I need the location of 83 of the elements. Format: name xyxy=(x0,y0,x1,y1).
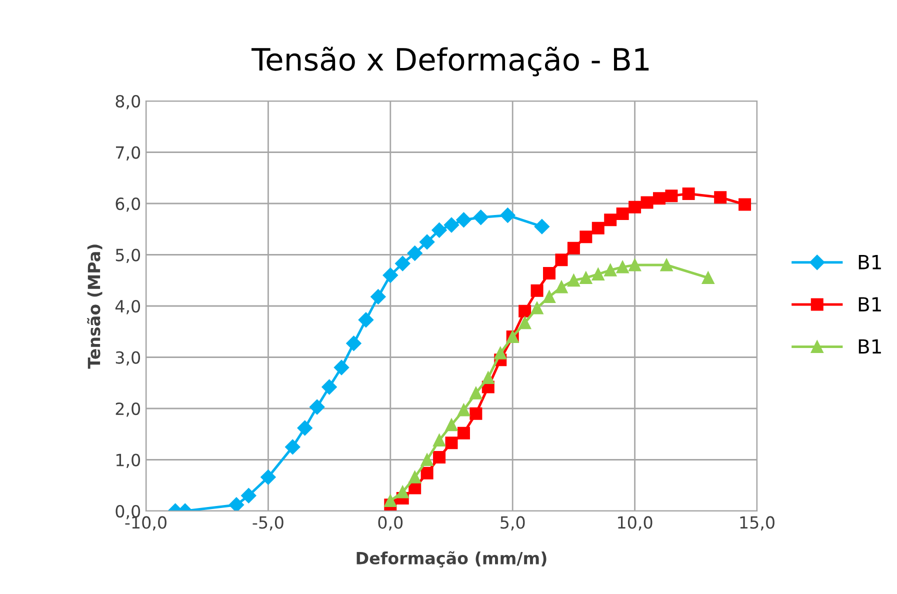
point xyxy=(432,222,447,238)
point xyxy=(543,290,556,304)
point xyxy=(445,418,458,432)
point xyxy=(738,198,752,211)
point xyxy=(580,230,592,244)
point xyxy=(322,379,337,395)
point xyxy=(420,466,434,480)
point xyxy=(482,372,494,384)
point xyxy=(370,289,386,304)
chart-title: Tensão x Deformação - B1 xyxy=(251,46,649,76)
y-tick-label: 5,0 xyxy=(116,248,140,264)
x-axis-title: Deformação (mm/m) xyxy=(356,551,546,568)
y-tick-label: 6,0 xyxy=(116,197,140,212)
point xyxy=(473,210,488,225)
point xyxy=(640,196,654,209)
point xyxy=(260,470,276,485)
point xyxy=(616,260,629,274)
y-tick-label: 8,0 xyxy=(116,94,140,110)
x-tick-label: 10,0 xyxy=(618,516,652,530)
point xyxy=(407,246,422,261)
point xyxy=(604,264,617,276)
point xyxy=(382,268,398,283)
x-tick-label: 15,0 xyxy=(740,516,774,530)
x-tick-label: 0,0 xyxy=(378,516,403,530)
point xyxy=(419,234,435,250)
point xyxy=(530,302,544,314)
y-axis-title: Tensão (MPa) xyxy=(87,244,102,369)
point xyxy=(395,256,410,272)
point xyxy=(543,266,556,280)
point xyxy=(628,258,642,272)
point xyxy=(384,494,397,507)
point xyxy=(530,284,544,297)
point xyxy=(285,439,300,455)
point xyxy=(592,268,604,280)
point xyxy=(241,488,256,504)
point xyxy=(444,217,460,233)
legend-label: B1 xyxy=(858,255,881,270)
point xyxy=(714,191,727,204)
point xyxy=(408,470,422,484)
x-tick-label: 5,0 xyxy=(500,516,525,530)
point xyxy=(297,420,312,436)
point xyxy=(652,192,666,205)
point xyxy=(457,404,470,416)
point xyxy=(628,200,642,214)
point xyxy=(420,454,434,466)
point xyxy=(358,312,374,328)
point xyxy=(682,188,695,200)
point xyxy=(580,272,592,284)
point xyxy=(346,336,362,351)
point xyxy=(604,214,617,226)
x-tick-label: -5,0 xyxy=(252,516,284,530)
point xyxy=(396,486,409,498)
legend-label: B1 xyxy=(858,297,881,312)
point xyxy=(433,434,446,447)
y-tick-label: 1,0 xyxy=(116,454,140,468)
point xyxy=(702,272,714,284)
point xyxy=(334,360,350,376)
point xyxy=(433,450,446,464)
point xyxy=(500,208,516,223)
point xyxy=(555,280,568,294)
point xyxy=(518,304,532,318)
point xyxy=(660,258,673,272)
point xyxy=(310,399,325,415)
point xyxy=(494,346,507,360)
y-tick-label: 4,0 xyxy=(115,300,140,314)
point xyxy=(457,426,470,440)
point xyxy=(534,218,550,234)
point xyxy=(567,274,580,287)
y-tick-label: 2,0 xyxy=(116,402,140,417)
y-tick-label: 7,0 xyxy=(116,146,140,161)
point xyxy=(456,212,472,228)
point xyxy=(616,208,629,220)
legend-label: B1 xyxy=(858,339,881,354)
y-tick-label: 3,0 xyxy=(116,351,140,366)
point xyxy=(470,407,482,420)
point xyxy=(592,222,604,234)
point xyxy=(665,190,678,202)
point xyxy=(518,316,532,330)
point xyxy=(470,386,482,400)
point xyxy=(445,436,458,450)
point xyxy=(555,254,568,266)
point xyxy=(228,497,244,511)
point xyxy=(567,242,580,254)
